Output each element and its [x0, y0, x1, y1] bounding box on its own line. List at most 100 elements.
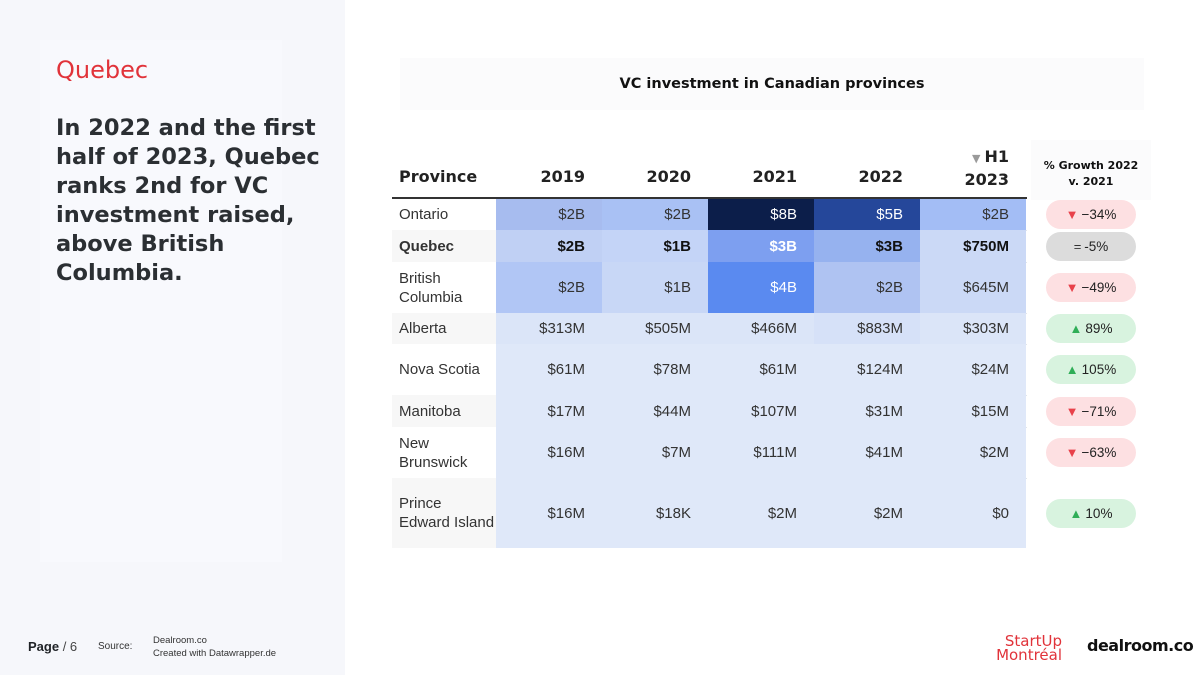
triangle-down-icon: ▼ [1065, 445, 1079, 460]
value-cell: $31M [814, 395, 920, 427]
value-cell: $15M [920, 395, 1026, 427]
province-cell: Prince Edward Island [392, 478, 496, 548]
section-title: Quebec [56, 56, 149, 84]
province-cell: New Brunswick [392, 427, 496, 478]
growth-badge: ▼ −49% [1046, 273, 1136, 302]
triangle-up-icon: ▲ [1069, 505, 1083, 521]
growth-value: −34% [1081, 207, 1117, 222]
value-cell: $8B [708, 199, 814, 230]
value-cell: $0 [920, 478, 1026, 548]
growth-value: -5% [1084, 238, 1109, 254]
source-line-2: Created with Datawrapper.de [153, 648, 277, 659]
province-cell: Alberta [392, 313, 496, 344]
value-cell: $7M [602, 427, 708, 478]
dealroom-logo: dealroom.co [1087, 636, 1194, 655]
value-cell: $750M [920, 230, 1026, 262]
header-rule [392, 197, 1027, 199]
left-panel-card [40, 40, 282, 562]
growth-value: −71% [1081, 403, 1117, 419]
province-cell: Manitoba [392, 395, 496, 427]
growth-badge: ▲ 89% [1046, 314, 1136, 343]
headline: In 2022 and the first half of 2023, Queb… [56, 115, 320, 286]
startup-montreal-logo: StartUp Montréal [990, 632, 1062, 664]
triangle-up-icon: ▲ [1069, 321, 1083, 336]
chart-title: VC investment in Canadian provinces [619, 76, 925, 92]
source-line-1: Dealroom.co [153, 635, 207, 646]
value-cell: $505M [602, 313, 708, 344]
value-cell: $2M [814, 478, 920, 548]
value-cell: $24M [920, 344, 1026, 395]
growth-badge: ▼ −71% [1046, 396, 1136, 426]
value-cell: $61M [708, 344, 814, 395]
value-cell: $17M [496, 395, 602, 427]
column-header-province: Province [399, 167, 478, 186]
value-cell: $2B [920, 199, 1026, 230]
value-cell: $1B [602, 262, 708, 313]
source-text: Dealroom.co Created with Datawrapper.de [153, 634, 276, 660]
value-cell: $2M [708, 478, 814, 548]
province-cell: Nova Scotia [392, 344, 496, 395]
logo-startup-line-1: StartUp [1004, 632, 1062, 650]
h1-header-label: H1 [984, 147, 1009, 166]
province-cell: British Columbia [392, 262, 496, 313]
value-cell: $2B [602, 199, 708, 230]
growth-value: 89% [1085, 321, 1113, 336]
h1-header-line-1: ▼ H1 [920, 146, 1009, 169]
value-cell: $107M [708, 395, 814, 427]
triangle-down-icon: ▼ [1065, 403, 1079, 419]
growth-badge: ▲ 105% [1046, 355, 1136, 384]
growth-badge: ▼ −63% [1046, 438, 1136, 467]
growth-badge: ▲ 10% [1046, 498, 1136, 528]
triangle-up-icon: ▲ [1065, 362, 1079, 377]
province-cell: Ontario [392, 199, 496, 230]
chart-header-band [400, 58, 1144, 110]
sort-descending-icon: ▼ [972, 152, 981, 165]
source-label: Source: [98, 641, 133, 652]
value-cell: $645M [920, 262, 1026, 313]
value-cell: $3B [814, 230, 920, 262]
value-cell: $16M [496, 478, 602, 548]
value-cell: $44M [602, 395, 708, 427]
value-cell: $2B [814, 262, 920, 313]
equals-icon: = [1073, 238, 1082, 254]
value-cell: $124M [814, 344, 920, 395]
h1-header-line-2: 2023 [964, 170, 1009, 189]
value-cell: $4B [708, 262, 814, 313]
growth-value: −63% [1081, 445, 1117, 460]
value-cell: $2B [496, 262, 602, 313]
column-header-2020: 2020 [646, 167, 691, 186]
province-cell: Quebec [392, 230, 496, 262]
page-label: Page [28, 639, 60, 654]
growth-value: 10% [1085, 505, 1113, 521]
growth-header-line-2: v. 2021 [1068, 175, 1114, 188]
triangle-down-icon: ▼ [1065, 207, 1079, 222]
value-cell: $2B [496, 230, 602, 262]
column-header-2022: 2022 [858, 167, 903, 186]
logo-startup-line-2: Montréal [996, 646, 1062, 664]
value-cell: $16M [496, 427, 602, 478]
value-cell: $883M [814, 313, 920, 344]
growth-column-header: % Growth 2022 v. 2021 [1031, 158, 1151, 190]
value-cell: $3B [708, 230, 814, 262]
value-cell: $41M [814, 427, 920, 478]
value-cell: $2M [920, 427, 1026, 478]
value-cell: $1B [602, 230, 708, 262]
value-cell: $313M [496, 313, 602, 344]
value-cell: $18K [602, 478, 708, 548]
page-indicator: Page / 6 [28, 639, 77, 654]
column-header-h1-2023[interactable]: ▼ H1 2023 [920, 146, 1009, 190]
growth-value: −49% [1081, 280, 1117, 295]
growth-value: 105% [1081, 362, 1117, 377]
value-cell: $2B [496, 199, 602, 230]
growth-badge: = -5% [1046, 231, 1136, 261]
value-cell: $78M [602, 344, 708, 395]
value-cell: $303M [920, 313, 1026, 344]
triangle-down-icon: ▼ [1065, 280, 1079, 295]
column-header-2019: 2019 [540, 167, 585, 186]
page-total: / 6 [59, 639, 78, 654]
growth-header-band [1031, 140, 1151, 200]
growth-badge: ▼ −34% [1046, 200, 1136, 229]
value-cell: $61M [496, 344, 602, 395]
value-cell: $466M [708, 313, 814, 344]
column-header-2021: 2021 [752, 167, 797, 186]
